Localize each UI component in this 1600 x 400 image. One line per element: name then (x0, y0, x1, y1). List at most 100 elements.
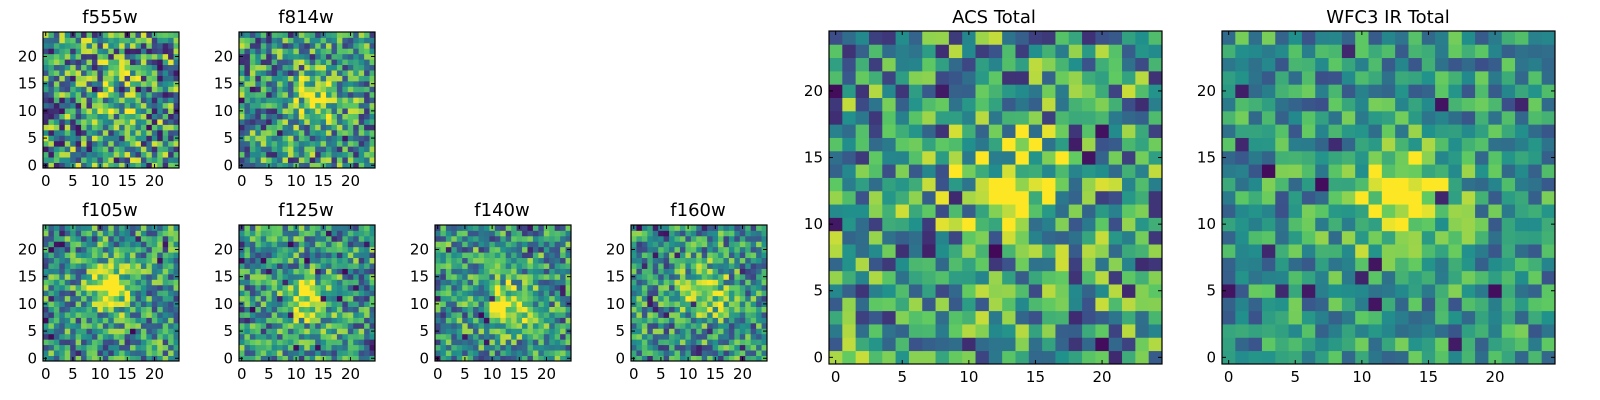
heatmap-cell (113, 119, 120, 125)
heatmap-cell (554, 306, 561, 313)
heatmap-cell (647, 268, 654, 275)
heatmap-cell (135, 37, 142, 44)
heatmap-cell (1015, 137, 1030, 152)
heatmap-cell (81, 230, 87, 237)
heatmap-cell (168, 339, 174, 346)
heatmap-cell (277, 252, 283, 259)
heatmap-cell (701, 355, 708, 362)
heatmap-cell (282, 279, 289, 286)
heatmap-cell (64, 225, 71, 231)
heatmap-cell (549, 284, 556, 291)
heatmap-cell (70, 295, 77, 302)
heatmap-cell (81, 48, 87, 55)
heatmap-cell (462, 333, 469, 340)
heatmap-cell (1055, 44, 1070, 59)
heatmap-cell (554, 355, 561, 362)
heatmap-cell (756, 290, 762, 297)
heatmap-cell (255, 42, 262, 49)
heatmap-cell (364, 113, 370, 120)
heatmap-cell (353, 151, 360, 158)
heatmap-cell (353, 129, 360, 136)
heatmap-cell (1122, 190, 1136, 205)
heatmap-cell (1042, 350, 1056, 365)
heatmap-cell (124, 151, 131, 158)
heatmap-cell (641, 344, 648, 351)
heatmap-cells (239, 225, 376, 362)
heatmap-cell (1068, 164, 1083, 178)
heatmap-cell (353, 301, 360, 307)
heatmap-cell (565, 333, 572, 340)
heatmap-cell (255, 59, 262, 66)
heatmap-cell (538, 317, 545, 324)
heatmap-cell (113, 75, 120, 82)
heatmap-cell (701, 225, 708, 231)
heatmap-cell (48, 225, 55, 231)
heatmap-cell (287, 37, 294, 44)
heatmap-cell (293, 295, 300, 302)
heatmap-cell (456, 225, 463, 231)
heatmap-cell (560, 290, 566, 297)
heatmap-cell (1488, 190, 1503, 205)
heatmap-cell (1135, 257, 1150, 272)
heatmap-cell (674, 339, 681, 346)
heatmap-cell (685, 257, 692, 264)
heatmap-cell (663, 284, 670, 291)
heatmap-cell (712, 273, 719, 280)
heatmap-cell (908, 44, 923, 59)
heatmap-cell (81, 59, 87, 66)
heatmap-cell (277, 279, 283, 286)
heatmap-cell (75, 312, 82, 318)
heatmap-cell (331, 273, 338, 280)
heatmap-cell (146, 284, 153, 291)
heatmap-cell (543, 252, 550, 259)
heatmap-cell (532, 306, 539, 313)
heatmap-cell (353, 333, 360, 340)
heatmap-cell (532, 344, 539, 351)
heatmap-cell (146, 59, 153, 66)
heatmap-cell (266, 113, 273, 120)
heatmap-cell (266, 241, 273, 248)
heatmap-cell (554, 350, 561, 356)
heatmap-cell (287, 97, 294, 104)
heatmap-cell (320, 97, 327, 104)
heatmap-cell (43, 86, 49, 93)
heatmap-cell (868, 217, 883, 232)
heatmap-cell (260, 355, 267, 362)
heatmap-cell (1002, 57, 1016, 72)
heatmap-cell (922, 31, 936, 45)
heatmap-cell (690, 312, 697, 318)
heatmap-cell (75, 241, 82, 248)
heatmap-cell (1461, 284, 1476, 298)
heatmap-cell (505, 339, 512, 346)
heatmap-cell (895, 44, 910, 59)
heatmap-cell (168, 102, 174, 109)
heatmap-cell (64, 241, 71, 248)
heatmap-cell (1501, 310, 1516, 325)
heatmap-cell (282, 75, 289, 82)
heatmap-cell (309, 146, 316, 153)
heatmap-cell (456, 257, 463, 264)
heatmap-cell (560, 241, 566, 248)
heatmap-cell (1368, 337, 1383, 352)
heatmap-cell (102, 225, 109, 231)
heatmap-cell (326, 108, 332, 114)
heatmap-cell (1135, 204, 1150, 218)
heatmap-cell (119, 146, 125, 153)
heatmap-cell (489, 339, 496, 346)
heatmap-cell (102, 48, 109, 55)
heatmap-cell (162, 80, 169, 87)
heatmap-cell (500, 350, 507, 356)
heatmap-cell (271, 48, 278, 55)
heatmap-cell (271, 140, 278, 147)
heatmap-cell (1515, 257, 1529, 272)
heatmap-cell (1148, 230, 1163, 245)
heatmap-cell (64, 102, 71, 109)
heatmap-cell (91, 257, 98, 264)
heatmap-cell (108, 135, 115, 142)
heatmap-cell (712, 241, 719, 248)
heatmap-cell (522, 284, 528, 291)
heatmap-cell (124, 263, 131, 269)
heatmap-cell (1488, 284, 1503, 298)
heatmap-cell (336, 301, 343, 307)
